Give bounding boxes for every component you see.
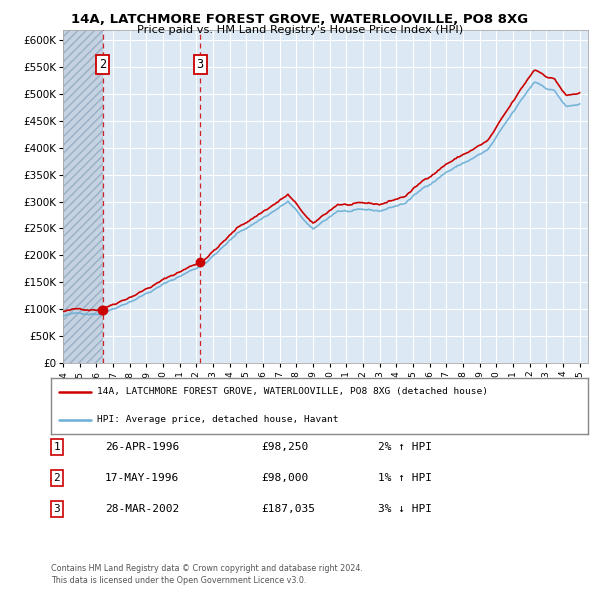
Bar xyxy=(63,30,101,363)
Text: 3: 3 xyxy=(53,504,61,514)
Text: £98,250: £98,250 xyxy=(261,442,308,451)
Text: 26-APR-1996: 26-APR-1996 xyxy=(105,442,179,451)
Text: 3% ↓ HPI: 3% ↓ HPI xyxy=(378,504,432,514)
Text: 17-MAY-1996: 17-MAY-1996 xyxy=(105,473,179,483)
Text: This data is licensed under the Open Government Licence v3.0.: This data is licensed under the Open Gov… xyxy=(51,576,307,585)
Text: 1% ↑ HPI: 1% ↑ HPI xyxy=(378,473,432,483)
Text: Price paid vs. HM Land Registry's House Price Index (HPI): Price paid vs. HM Land Registry's House … xyxy=(137,25,463,35)
Text: 1: 1 xyxy=(53,442,61,451)
Text: 2: 2 xyxy=(53,473,61,483)
Bar xyxy=(63,30,101,363)
Text: £98,000: £98,000 xyxy=(261,473,308,483)
Text: £187,035: £187,035 xyxy=(261,504,315,514)
Text: 2% ↑ HPI: 2% ↑ HPI xyxy=(378,442,432,451)
Text: 14A, LATCHMORE FOREST GROVE, WATERLOOVILLE, PO8 8XG (detached house): 14A, LATCHMORE FOREST GROVE, WATERLOOVIL… xyxy=(97,387,488,396)
Text: 14A, LATCHMORE FOREST GROVE, WATERLOOVILLE, PO8 8XG: 14A, LATCHMORE FOREST GROVE, WATERLOOVIL… xyxy=(71,13,529,26)
Text: 3: 3 xyxy=(197,58,204,71)
Text: Contains HM Land Registry data © Crown copyright and database right 2024.: Contains HM Land Registry data © Crown c… xyxy=(51,565,363,573)
Text: HPI: Average price, detached house, Havant: HPI: Average price, detached house, Hava… xyxy=(97,415,338,424)
Text: 2: 2 xyxy=(99,58,106,71)
Text: 28-MAR-2002: 28-MAR-2002 xyxy=(105,504,179,514)
